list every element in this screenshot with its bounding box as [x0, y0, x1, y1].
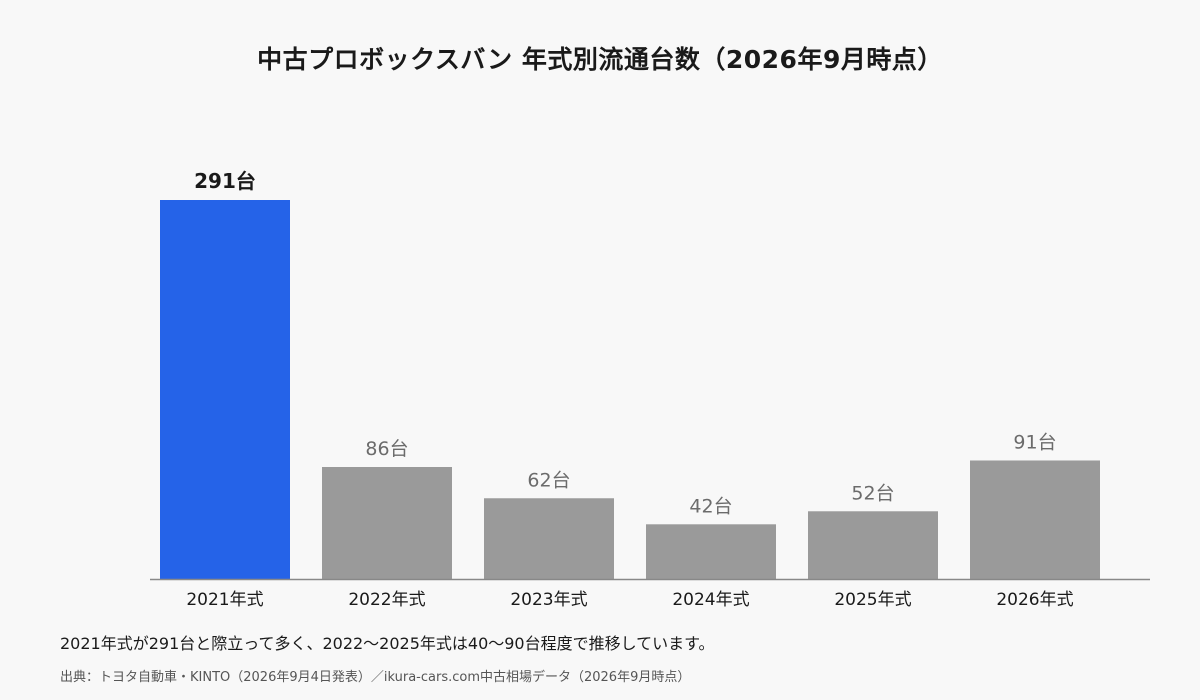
bar-0	[160, 200, 290, 579]
data-label-4: 52台	[851, 482, 894, 504]
x-tick-label-3: 2024年式	[672, 590, 749, 610]
source-note: 出典：トヨタ自動車・KINTO（2026年9月4日発表）／ikura-cars.…	[60, 670, 691, 685]
bar-1	[322, 466, 452, 579]
data-label-3: 42台	[689, 495, 732, 517]
x-tick-label-0: 2021年式	[186, 590, 263, 610]
bar-3	[646, 524, 776, 579]
x-tick-label-1: 2022年式	[348, 590, 425, 610]
bar-4	[808, 511, 938, 579]
bar-5	[970, 460, 1100, 579]
chart-title: 中古プロボックスバン 年式別流通台数（2026年9月時点）	[257, 45, 943, 74]
data-label-0: 291台	[194, 169, 256, 193]
x-tick-label-2: 2023年式	[510, 590, 587, 610]
bar-2	[484, 498, 614, 579]
data-label-1: 86台	[365, 438, 408, 460]
x-tick-label-4: 2025年式	[834, 590, 911, 610]
x-tick-label-5: 2026年式	[996, 590, 1073, 610]
data-label-2: 62台	[527, 469, 570, 491]
chart-caption: 2021年式が291台と際立って多く、2022〜2025年式は40〜90台程度で…	[60, 634, 715, 653]
data-label-5: 91台	[1013, 431, 1056, 453]
